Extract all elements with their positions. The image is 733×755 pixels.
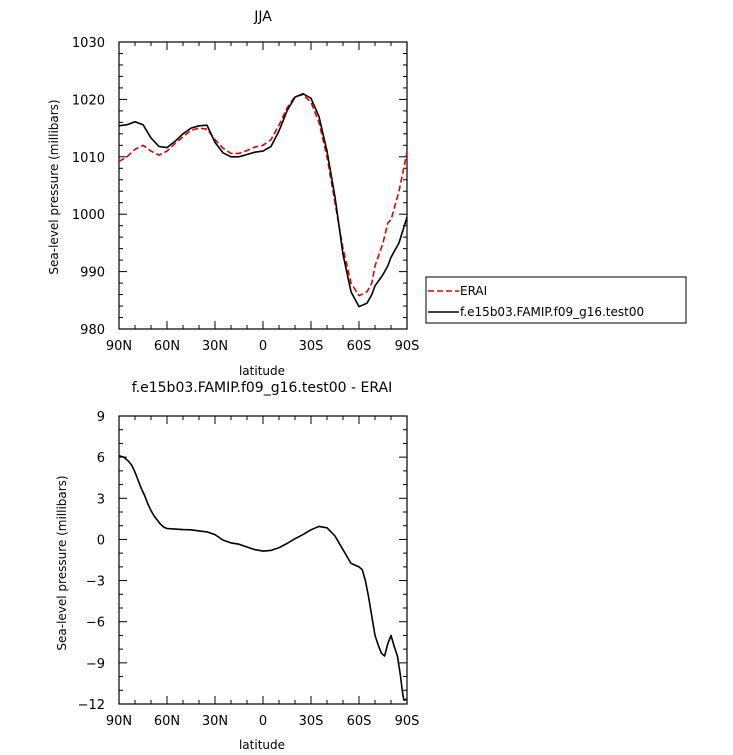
top-x-tick-label: 60S [347, 339, 372, 354]
legend: ERAI f.e15b03.FAMIP.f09_g16.test00 [425, 276, 687, 324]
bottom-panel: f.e15b03.FAMIP.f09_g16.test00 - ERAI 90N… [55, 380, 419, 752]
top-panel-axes: 90N 60N 30N 0 30S 60S 90S 980 990 1000 1010 1020 103… [72, 36, 419, 354]
top-y-tick-label: 1010 [72, 151, 105, 166]
bottom-panel-title: f.e15b03.FAMIP.f09_g16.test00 - ERAI [132, 380, 392, 396]
top-panel: JJA 90N 60N 30N 0 30S 60S 90S 980 990 1000 1010 102… [47, 9, 419, 378]
top-panel-series [118, 92, 408, 308]
bottom-y-tick-label: 9 [97, 410, 105, 425]
bottom-y-tick-label: −6 [86, 616, 105, 631]
top-y-tick-label: 1000 [72, 208, 105, 223]
bottom-y-tick-label: 0 [97, 533, 105, 548]
top-x-tick-label: 60N [154, 339, 180, 354]
top-panel-title: JJA [253, 9, 272, 25]
top-plot-frame [118, 41, 408, 330]
bottom-x-tick-label: 90N [106, 714, 132, 729]
legend-erai-label: ERAI [460, 284, 487, 298]
top-y-tick-label: 990 [80, 266, 105, 281]
bottom-x-tick-label: 90S [395, 714, 420, 729]
bottom-panel-axes: 90N 60N 30N 0 30S 60S 90S −12 −9 −6 −3 0 3 6 9 [78, 410, 420, 729]
top-x-tick-label: 30N [202, 339, 228, 354]
top-x-tick-label: 0 [259, 339, 267, 354]
bottom-x-axis-title: latitude [239, 738, 285, 752]
bottom-x-tick-label: 60N [154, 714, 180, 729]
top-y-tick-label: 1030 [72, 36, 105, 51]
bottom-x-tick-label: 0 [259, 714, 267, 729]
top-x-axis-title: latitude [239, 364, 285, 378]
bottom-panel-series [118, 455, 408, 701]
top-y-tick-label: 1020 [72, 93, 105, 108]
bottom-x-tick-label: 30N [202, 714, 228, 729]
bottom-y-tick-label: −3 [86, 575, 105, 590]
top-x-tick-label: 90S [395, 339, 420, 354]
bottom-y-tick-label: −12 [78, 698, 105, 713]
legend-model-label: f.e15b03.FAMIP.f09_g16.test00 [460, 305, 644, 319]
top-y-axis-title: Sea-level pressure (millibars) [47, 99, 61, 274]
bottom-x-tick-label: 30S [299, 714, 324, 729]
top-x-tick-label: 30S [299, 339, 324, 354]
top-x-tick-label: 90N [106, 339, 132, 354]
bottom-y-tick-label: 6 [97, 451, 105, 466]
bottom-plot-frame [118, 415, 408, 705]
legend-box [425, 276, 687, 324]
bottom-y-tick-label: −9 [86, 657, 105, 672]
bottom-series-line-difference [118, 455, 408, 701]
top-y-tick-label: 980 [80, 323, 105, 338]
bottom-x-tick-label: 60S [347, 714, 372, 729]
top-series-line-erai [118, 94, 408, 297]
top-series-line-f-e15b03-famip-f09-g16-test00 [118, 92, 408, 308]
bottom-y-axis-title: Sea-level pressure (millibars) [55, 475, 69, 650]
bottom-y-tick-label: 3 [97, 492, 105, 507]
